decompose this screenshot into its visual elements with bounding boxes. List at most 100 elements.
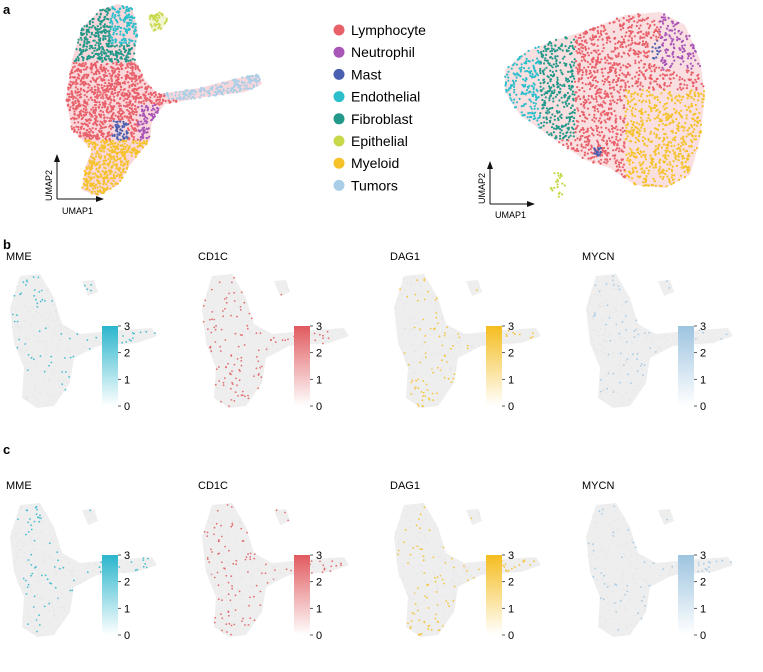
cell-point (312, 334, 315, 337)
cell-point-lymphocyte (109, 105, 113, 108)
cell-point-fibroblast (560, 113, 563, 116)
cell-point-neutrophil (141, 127, 144, 130)
cell-point (50, 355, 53, 358)
cell-point-fibroblast (572, 97, 575, 100)
cell-point-fibroblast (122, 47, 125, 50)
cell-point-lymphocyte (641, 85, 644, 88)
cell-point-lymphocyte (605, 32, 608, 35)
cell-point-lymphocyte (73, 112, 76, 115)
cell-point-lymphocyte (100, 77, 103, 80)
cell-point (46, 368, 49, 371)
cell-point (243, 344, 246, 346)
cell-point (50, 339, 53, 341)
cell-point-fibroblast (130, 47, 133, 50)
cell-point-neutrophil (667, 17, 670, 20)
cell-point-tumors (237, 80, 240, 83)
cell-point-myeloid (658, 101, 662, 104)
cell-point-endothelial (529, 90, 532, 93)
cell-point-myeloid (670, 144, 673, 148)
cell-point-myeloid (659, 175, 662, 178)
cell-point-myeloid (633, 183, 636, 186)
cell-point-lymphocyte (574, 131, 577, 134)
cell-point-lymphocyte (68, 83, 71, 86)
cell-point (255, 332, 258, 335)
cell-point (28, 322, 31, 325)
cell-point-lymphocyte (75, 125, 78, 128)
cell-point-myeloid (672, 149, 675, 152)
cell-point-myeloid (627, 101, 630, 104)
cell-point-tumors (251, 75, 254, 78)
cell-point-neutrophil (150, 109, 153, 112)
cell-point-myeloid (654, 145, 658, 148)
cell-point-myeloid (649, 106, 653, 109)
cell-point-lymphocyte (637, 31, 640, 34)
cell-point-lymphocyte (649, 76, 652, 79)
cell-point-lymphocyte (672, 77, 675, 80)
cell-point-myeloid (108, 143, 111, 146)
cell-point-myeloid (644, 137, 647, 140)
cell-point (61, 371, 64, 373)
cell-point-lymphocyte (617, 77, 620, 80)
cell-point-lymphocyte (607, 108, 611, 111)
cell-point-myeloid (641, 171, 644, 174)
cell-point-lymphocyte (108, 137, 111, 140)
cell-point-fibroblast (565, 134, 568, 137)
cell-point-lymphocyte (590, 151, 593, 154)
cell-point-lymphocyte (65, 99, 68, 102)
cell-point-lymphocyte (113, 105, 116, 108)
cell-point-myeloid (633, 97, 636, 100)
cell-point-myeloid (124, 146, 127, 149)
cell-point-myeloid (649, 154, 652, 157)
cell-point-fibroblast (103, 26, 106, 29)
cell-point-lymphocyte (149, 96, 152, 99)
cell-point-lymphocyte (598, 35, 601, 38)
cell-point-lymphocyte (68, 95, 71, 98)
cell-point-lymphocyte (66, 93, 69, 96)
cell-point-myeloid (85, 188, 88, 191)
cell-point-lymphocyte (576, 68, 579, 71)
cell-point-myeloid (668, 150, 672, 154)
cell-point (66, 349, 68, 352)
cell-point-fibroblast (568, 79, 571, 83)
cell-point-myeloid (625, 89, 628, 92)
cell-point-myeloid (698, 111, 701, 115)
cell-point-lymphocyte (110, 92, 113, 95)
cell-point (58, 379, 61, 382)
cell-point-myeloid (653, 127, 657, 130)
cell-point-lymphocyte (626, 80, 629, 83)
cell-point-lymphocyte (109, 74, 112, 78)
cell-point-lymphocyte (114, 91, 117, 95)
cell-point-endothelial (528, 119, 531, 122)
cell-point (287, 290, 290, 292)
cell-point-lymphocyte (69, 84, 73, 87)
cell-point-myeloid (105, 139, 108, 142)
cell-point-myeloid (121, 151, 124, 154)
cell-point-tumors (208, 95, 211, 98)
cell-point-endothelial (121, 5, 124, 8)
cell-point-endothelial (124, 30, 127, 33)
cell-point-lymphocyte (665, 69, 668, 72)
cell-point-myeloid (94, 186, 97, 190)
cell-point-fibroblast (567, 84, 571, 87)
cell-point-lymphocyte (593, 116, 596, 119)
cell-point-lymphocyte (587, 94, 590, 98)
cell-point-fibroblast (551, 70, 554, 73)
cell-point-lymphocyte (594, 93, 597, 96)
cell-point-lymphocyte (592, 38, 595, 41)
cell-point-lymphocyte (592, 134, 595, 137)
cell-point-myeloid (641, 139, 644, 142)
cell-point-lymphocyte (682, 87, 685, 90)
cell-point-lymphocyte (602, 83, 605, 86)
cell-point-lymphocyte (89, 96, 93, 99)
cell-point (414, 293, 417, 296)
cell-point-lymphocyte (567, 145, 570, 148)
cell-point (237, 345, 240, 348)
cell-point-lymphocyte (79, 87, 83, 90)
cell-point-mast (656, 53, 659, 56)
cell-point-myeloid (685, 108, 689, 111)
cell-point-myeloid (100, 191, 103, 194)
cell-point-epithelial (150, 14, 153, 17)
cell-point-lymphocyte (655, 38, 658, 41)
cell-point-fibroblast (77, 59, 80, 62)
cell-point-lymphocyte (583, 140, 587, 143)
